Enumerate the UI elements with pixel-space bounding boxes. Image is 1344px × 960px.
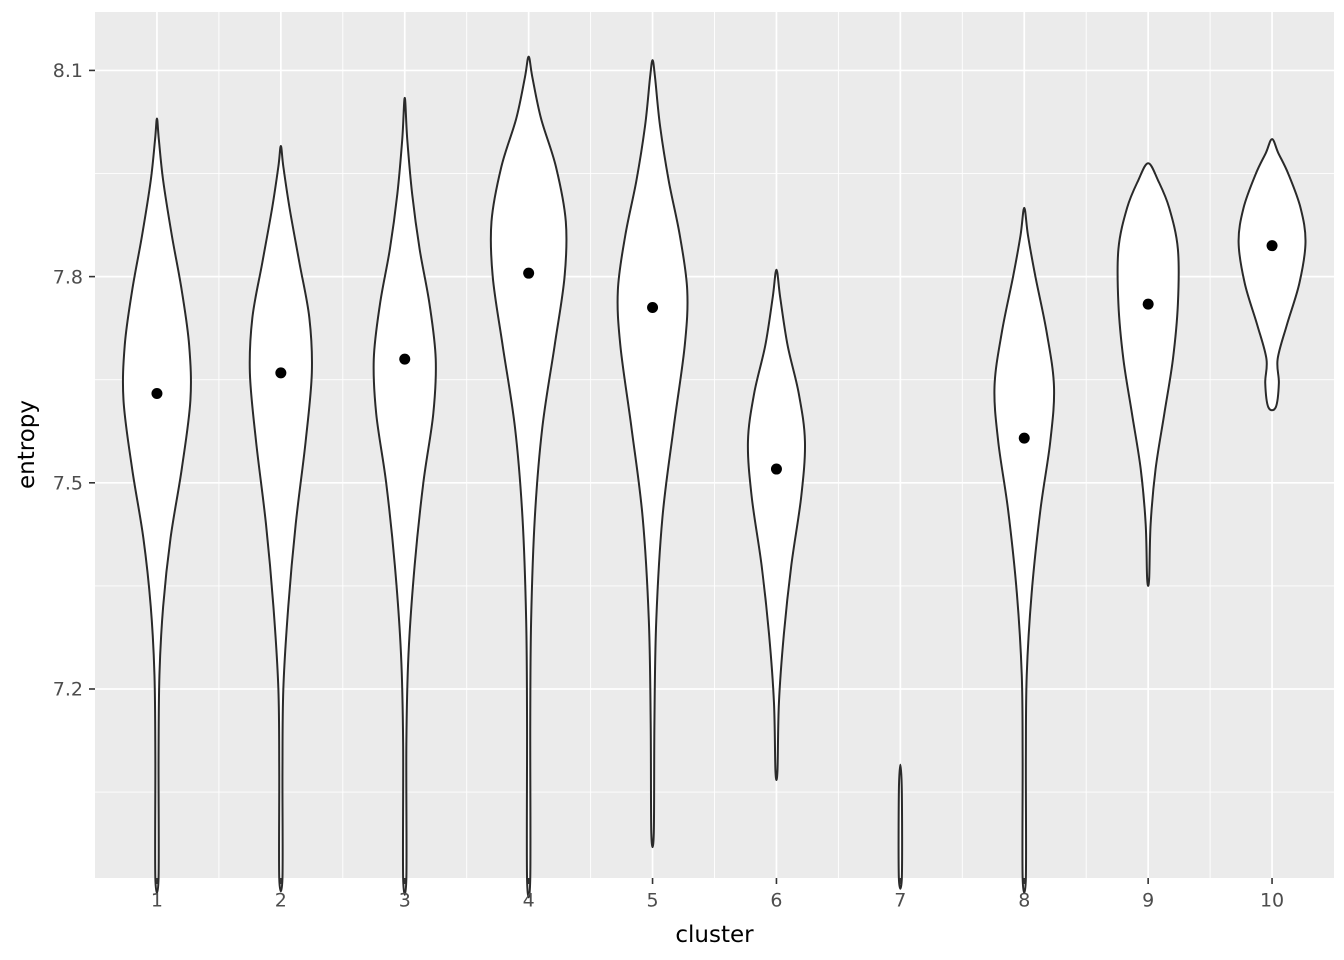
x-tick-label: 7 xyxy=(894,889,906,911)
x-tick-label: 10 xyxy=(1260,889,1284,911)
violin-cluster-10 xyxy=(1237,138,1307,412)
violin-cluster-7 xyxy=(897,763,904,890)
violin-cluster-6 xyxy=(746,268,807,782)
mean-point-cluster-9 xyxy=(1142,298,1154,310)
x-tick-label: 5 xyxy=(647,889,659,911)
x-tick-label: 9 xyxy=(1142,889,1154,911)
x-tick-label: 8 xyxy=(1018,889,1030,911)
x-tick-label: 2 xyxy=(275,889,287,911)
x-tick-label: 4 xyxy=(523,889,535,911)
violin-cluster-3 xyxy=(372,96,437,896)
mean-point-cluster-8 xyxy=(1018,432,1030,444)
y-tick-label: 7.8 xyxy=(53,266,83,288)
y-tick-label: 7.5 xyxy=(53,472,83,494)
mean-point-cluster-6 xyxy=(770,463,782,475)
violin-cluster-9 xyxy=(1116,162,1180,587)
violin-cluster-4 xyxy=(489,55,568,899)
x-tick-label: 1 xyxy=(151,889,163,911)
mean-point-cluster-2 xyxy=(275,367,287,379)
violin-cluster-8 xyxy=(993,206,1056,895)
x-tick-label: 6 xyxy=(770,889,782,911)
violin-cluster-1 xyxy=(121,117,192,895)
y-tick-label: 8.1 xyxy=(53,60,83,82)
mean-point-cluster-1 xyxy=(151,387,163,399)
mean-point-cluster-4 xyxy=(523,267,535,279)
violin-cluster-2 xyxy=(248,145,313,893)
x-axis-title: cluster xyxy=(675,922,754,948)
violin-cluster-5 xyxy=(616,59,689,849)
mean-point-cluster-10 xyxy=(1266,240,1278,252)
y-tick-label: 7.2 xyxy=(53,679,83,701)
x-tick-label: 3 xyxy=(399,889,411,911)
y-axis-title: entropy xyxy=(14,400,40,490)
mean-point-cluster-3 xyxy=(399,353,411,365)
mean-point-cluster-5 xyxy=(647,302,659,314)
